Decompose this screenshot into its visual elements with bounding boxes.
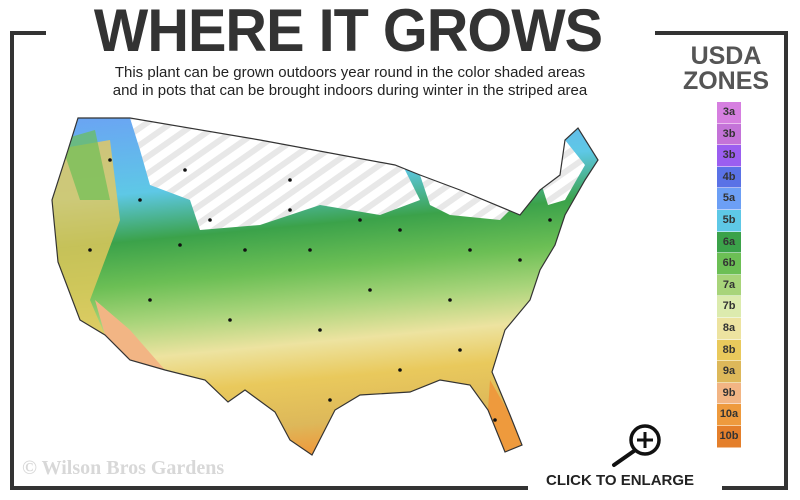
- frame-top-right: [655, 31, 788, 35]
- legend-zone-3b: 3b: [717, 123, 741, 146]
- legend-zone-7b: 7b: [717, 296, 741, 318]
- legend-zone-6a: 6a: [717, 231, 741, 254]
- state-dots: [88, 158, 552, 422]
- frame-top-left: [10, 31, 46, 35]
- click-to-enlarge-button[interactable]: CLICK TO ENLARGE: [546, 472, 695, 489]
- frame-right: [784, 31, 788, 490]
- page-title: WHERE IT GROWS: [93, 0, 603, 64]
- subtitle: This plant can be grown outdoors year ro…: [40, 64, 660, 100]
- legend-zone-8b: 8b: [717, 339, 741, 362]
- zone-legend: 3a 3b 3b 4b 5a 5b 6a 6b 7a 7b 8a 8b 9a 9b 10a 10b: [717, 102, 741, 448]
- legend-zone-5a: 5a: [717, 188, 741, 210]
- frame-left: [10, 31, 14, 490]
- frame-bottom-left: [10, 486, 528, 490]
- legend-zone-9b: 9b: [717, 382, 741, 405]
- legend-zone-9a: 9a: [717, 361, 741, 383]
- zoom-in-magnifier-icon[interactable]: [608, 422, 664, 468]
- legend-zone-7a: 7a: [717, 274, 741, 297]
- legend-zone-3b: 3b: [717, 145, 741, 167]
- legend-zone-8a: 8a: [717, 317, 741, 340]
- legend-zone-10a: 10a: [717, 404, 741, 426]
- frame-bottom-right: [722, 486, 788, 490]
- legend-title-line: USDA: [690, 42, 762, 70]
- copyright-watermark: © Wilson Bros Gardens: [22, 457, 225, 479]
- legend-title-line: ZONES: [682, 67, 770, 95]
- legend-title: USDA ZONES: [676, 44, 776, 94]
- legend-zone-4b: 4b: [717, 166, 741, 189]
- legend-zone-10b: 10b: [717, 425, 741, 448]
- legend-zone-5b: 5b: [717, 209, 741, 232]
- subtitle-line: and in pots that can be brought indoors …: [112, 82, 588, 99]
- subtitle-line: This plant can be grown outdoors year ro…: [114, 64, 586, 81]
- legend-zone-6b: 6b: [717, 253, 741, 275]
- legend-zone-3a: 3a: [717, 102, 741, 124]
